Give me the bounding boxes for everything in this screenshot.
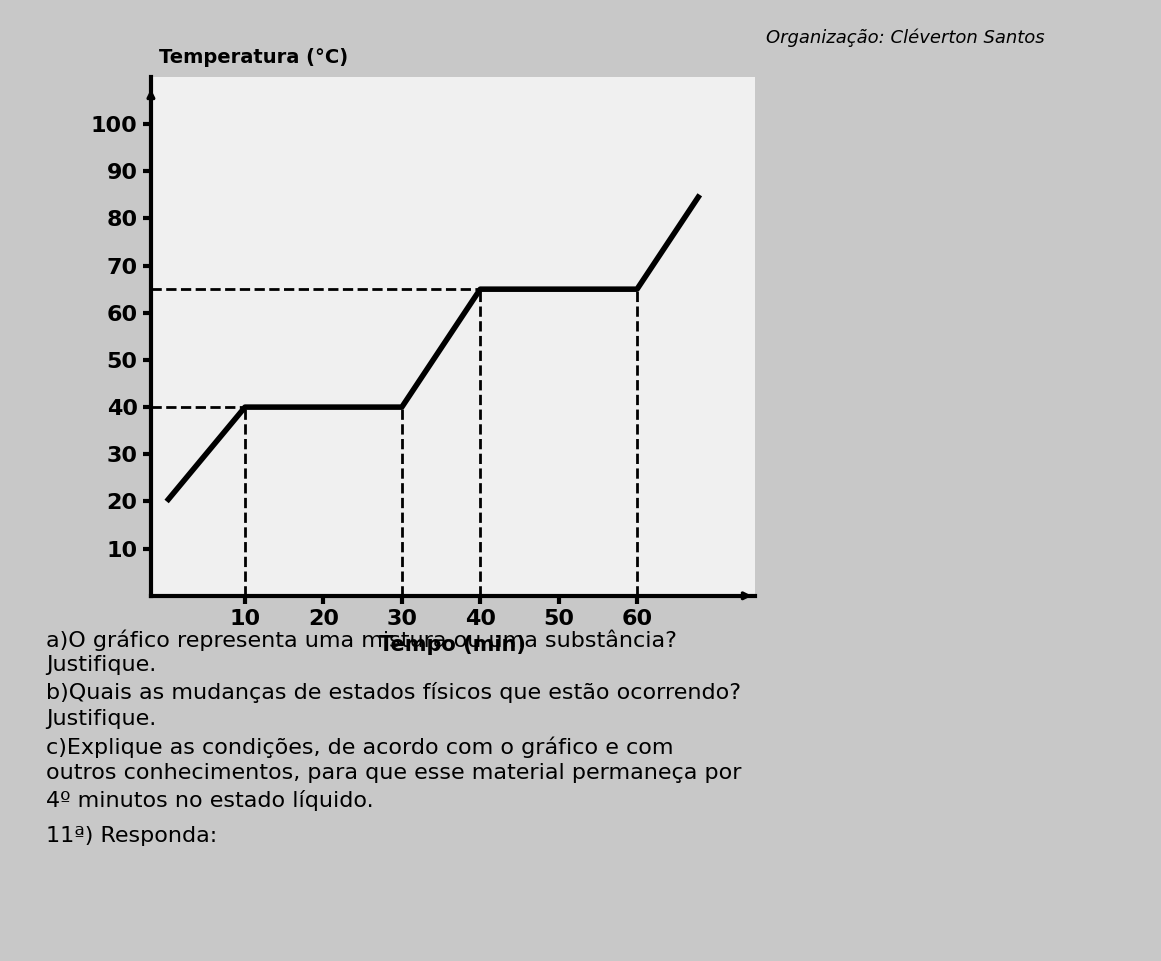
Text: b)Quais as mudanças de estados físicos que estão ocorrendo?: b)Quais as mudanças de estados físicos q… — [46, 682, 742, 703]
Text: Justifique.: Justifique. — [46, 655, 157, 676]
Text: 11ª) Responda:: 11ª) Responda: — [46, 826, 218, 847]
Text: c)Explique as condições, de acordo com o gráfico e com: c)Explique as condições, de acordo com o… — [46, 736, 673, 757]
Text: Justifique.: Justifique. — [46, 709, 157, 729]
Text: 4º minutos no estado líquido.: 4º minutos no estado líquido. — [46, 790, 374, 811]
Text: Organização: Cléverton Santos: Organização: Cléverton Santos — [766, 29, 1045, 47]
Text: a)O gráfico representa uma mistura ou uma substância?: a)O gráfico representa uma mistura ou um… — [46, 629, 677, 651]
X-axis label: Tempo (min): Tempo (min) — [380, 634, 526, 654]
Text: outros conhecimentos, para que esse material permaneça por: outros conhecimentos, para que esse mate… — [46, 763, 742, 783]
Text: Temperatura (°C): Temperatura (°C) — [159, 48, 348, 67]
